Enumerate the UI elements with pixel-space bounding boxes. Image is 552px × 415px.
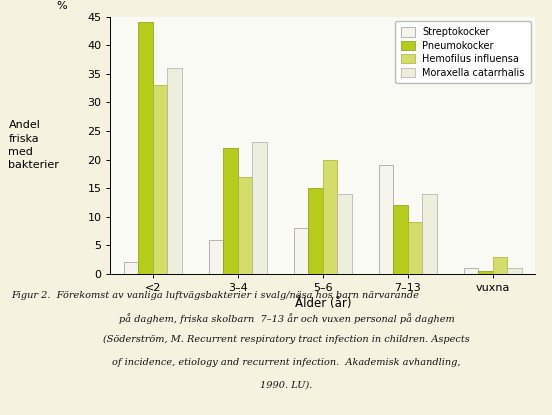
Bar [493, 257, 507, 274]
Bar [167, 68, 182, 274]
Bar [464, 268, 479, 274]
Bar [309, 188, 323, 274]
Bar [479, 271, 493, 274]
Bar [408, 222, 422, 274]
Bar [507, 268, 522, 274]
Bar [209, 239, 224, 274]
Bar [224, 148, 238, 274]
Bar [139, 22, 153, 274]
Text: of incidence, etiology and recurrent infection.  Akademisk avhandling,: of incidence, etiology and recurrent inf… [113, 358, 461, 367]
Bar [337, 194, 352, 274]
Text: (Söderström, M. Recurrent respiratory tract infection in children. Aspects: (Söderström, M. Recurrent respiratory tr… [103, 335, 470, 344]
Text: 1990. LU).: 1990. LU). [261, 380, 313, 389]
Bar [252, 142, 267, 274]
Bar [124, 262, 139, 274]
Bar [323, 159, 337, 274]
Text: %: % [56, 2, 67, 12]
Bar [238, 177, 252, 274]
Text: på daghem, friska skolbarn  7–13 år och vuxen personal på daghem: på daghem, friska skolbarn 7–13 år och v… [119, 313, 454, 324]
Bar [294, 228, 309, 274]
Text: Andel
friska
med
bakterier: Andel friska med bakterier [8, 120, 59, 170]
Bar [394, 205, 408, 274]
Text: Figur 2.  Förekomst av vanliga luftvägsbakterier i svalg/näsa hos barn närvarand: Figur 2. Förekomst av vanliga luftvägsba… [11, 290, 419, 300]
X-axis label: Ålder (år): Ålder (år) [295, 297, 351, 310]
Bar [153, 85, 167, 274]
Legend: Streptokocker, Pneumokocker, Hemofilus influensa, Moraxella catarrhalis: Streptokocker, Pneumokocker, Hemofilus i… [395, 22, 530, 83]
Bar [379, 165, 394, 274]
Bar [422, 194, 437, 274]
